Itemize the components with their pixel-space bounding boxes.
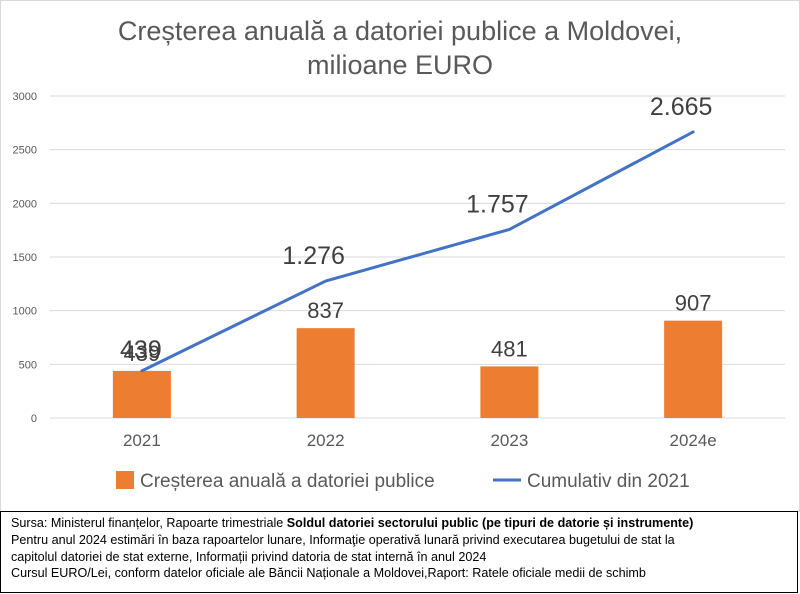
legend-bar-label: Creșterea anuală a datoriei publice: [140, 471, 435, 492]
source-line-3: capitolul datoriei de stat externe, Info…: [11, 549, 487, 564]
source-prefix: Sursa: Ministerul finanțelor, Rapoarte t…: [11, 516, 287, 530]
x-tick-label: 2024e: [669, 431, 716, 450]
bars: [112, 320, 723, 418]
bar-2021: [112, 370, 171, 418]
y-tick-label: 1000: [13, 306, 37, 318]
source-line-4: Cursul EURO/Lei, conform datelor oficial…: [11, 566, 646, 581]
cumulative-series-line: [140, 130, 695, 373]
source-line-2: Pentru anul 2024 estimări în baza rapoar…: [11, 532, 675, 547]
bar-value-label: 837: [307, 298, 344, 323]
legend-line-label: Cumulativ din 2021: [527, 471, 690, 492]
bar-value-label: 907: [675, 291, 712, 316]
bar-2022: [296, 328, 355, 418]
y-axis-ticks: 0 500 1000 1500 2000 2500 3000: [13, 91, 37, 425]
chart-title-line1: Creșterea anuală a datoriei publice a Mo…: [117, 16, 683, 46]
y-tick-label: 1500: [13, 252, 37, 264]
x-axis-ticks: 2021 2022 2023 2024e: [123, 431, 717, 450]
x-tick-label: 2022: [307, 431, 345, 450]
bar-value-label: 481: [491, 336, 528, 361]
source-line-1: Sursa: Ministerul finanțelor, Rapoarte t…: [11, 515, 793, 532]
y-tick-label: 0: [31, 413, 37, 425]
line-value-label: 1.757: [466, 190, 529, 218]
line-value-label: 1.276: [282, 242, 345, 270]
line-value-label: 439: [120, 336, 162, 364]
y-tick-label: 2000: [13, 198, 37, 210]
source-notes: Sursa: Ministerul finanțelor, Rapoarte t…: [0, 511, 798, 593]
chart-title-line2: milioane EURO: [306, 50, 494, 80]
line-value-label: 2.665: [650, 93, 713, 121]
source-report-title: Soldul datoriei sectorului public (pe ti…: [286, 516, 694, 530]
y-tick-label: 3000: [13, 91, 37, 103]
legend-bar-swatch: [116, 471, 134, 489]
cumulative-line: [140, 130, 695, 373]
y-tick-label: 2500: [13, 145, 37, 157]
legend: Creșterea anuală a datoriei publice Cumul…: [116, 471, 690, 492]
x-tick-label: 2021: [123, 431, 161, 450]
bar-2023: [480, 366, 539, 418]
bar-value-label: 439: [124, 341, 161, 366]
y-tick-label: 500: [19, 359, 37, 371]
bar-2024e: [664, 320, 723, 418]
x-tick-label: 2023: [490, 431, 528, 450]
